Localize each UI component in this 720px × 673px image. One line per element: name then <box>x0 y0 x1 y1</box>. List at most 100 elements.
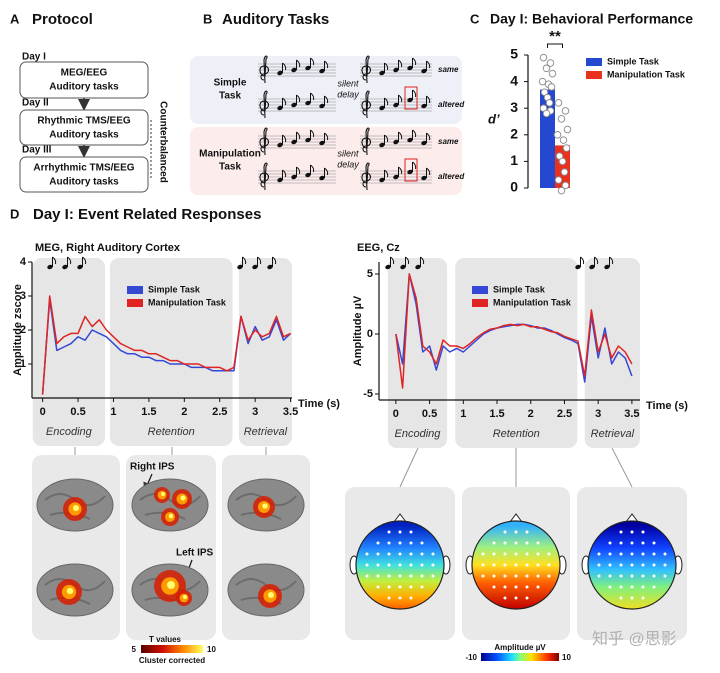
electrode <box>431 574 435 578</box>
note-flag <box>412 57 417 66</box>
epoch-label: Encoding <box>395 428 442 440</box>
note-head <box>393 139 399 145</box>
task-label: Task <box>219 162 241 173</box>
electrode <box>409 574 413 578</box>
electrode <box>525 541 529 545</box>
note-head <box>319 140 325 146</box>
electrode <box>641 541 645 545</box>
highlight-box <box>404 86 418 110</box>
x-tick-label: 3 <box>252 406 258 418</box>
topomaps: Amplitude µV -10 10 <box>345 447 687 662</box>
x-tick-label: 2 <box>181 406 187 418</box>
note-head <box>252 264 258 270</box>
electrode <box>387 574 391 578</box>
note-head <box>62 264 68 270</box>
electrode <box>597 552 601 556</box>
nose <box>509 513 523 523</box>
electrode <box>619 541 623 545</box>
day-text: Auditory tasks <box>49 130 119 141</box>
clef <box>259 127 270 156</box>
note-head <box>393 102 399 108</box>
delay-label: silent <box>337 148 359 158</box>
outcome-label: altered <box>438 100 465 109</box>
note-flag <box>310 164 315 173</box>
electrode <box>663 574 667 578</box>
note-flag <box>324 167 329 176</box>
electrode <box>641 530 645 534</box>
colorbar-note: Cluster corrected <box>139 656 205 665</box>
note-head <box>385 264 391 270</box>
colorbar-max: 10 <box>562 653 571 662</box>
x-tick-label: 0 <box>40 406 46 418</box>
watermark: 知乎 @思影 <box>592 630 677 648</box>
subject-point <box>545 99 554 107</box>
x-tick-label: 3.5 <box>283 406 298 418</box>
series-line <box>41 295 291 395</box>
subject-point <box>560 168 569 176</box>
electrode <box>398 563 402 567</box>
x-tick-label: 2.5 <box>212 406 227 418</box>
note-flag <box>310 129 315 138</box>
y-axis-label: Amplitude zscore <box>12 284 24 376</box>
x-tick-label: 1 <box>460 408 466 420</box>
electrode <box>525 563 529 567</box>
activation <box>73 505 79 511</box>
note-head <box>291 174 297 180</box>
note-head <box>305 65 311 71</box>
epoch-label: Retrieval <box>244 426 288 438</box>
note-head <box>421 175 427 181</box>
subject-point <box>557 186 566 195</box>
y-tick-label: 1 <box>510 152 518 168</box>
y-axis-label: Amplitude µV <box>352 295 364 366</box>
electrode <box>503 574 507 578</box>
electrode <box>619 563 623 567</box>
electrode <box>492 552 496 556</box>
note-flag <box>257 256 262 265</box>
electrode <box>641 585 645 589</box>
series-line <box>395 273 633 389</box>
electrode <box>431 563 435 567</box>
note-flag <box>67 256 72 265</box>
delay-label: delay <box>337 159 359 169</box>
electrode <box>536 552 540 556</box>
note-flag <box>52 256 57 265</box>
electrode <box>652 574 656 578</box>
electrode <box>630 541 634 545</box>
colorbar-max: 10 <box>207 645 216 654</box>
note-flag <box>412 89 417 98</box>
legend-swatch <box>472 286 488 294</box>
note-flag <box>296 94 301 103</box>
epoch-shade <box>238 258 292 446</box>
note-flag <box>398 94 403 103</box>
subject-point <box>558 157 567 166</box>
electrode <box>376 574 380 578</box>
nose <box>393 513 407 523</box>
day-text: Arrhythmic TMS/EEG <box>33 163 134 174</box>
electrode <box>630 574 634 578</box>
subject-point <box>539 53 548 62</box>
region-label: Right IPS <box>130 462 175 473</box>
electrode <box>409 596 413 600</box>
electrode <box>503 530 507 534</box>
note-flag <box>426 60 431 69</box>
side-label: Counterbalanced <box>157 101 168 183</box>
electrode <box>481 574 485 578</box>
electrode <box>525 574 529 578</box>
electrode <box>514 563 518 567</box>
y-tick-label: 5 <box>510 46 518 62</box>
note-head <box>291 67 297 73</box>
note-head <box>319 68 325 74</box>
outcome-label: same <box>438 137 459 146</box>
electrode <box>630 530 634 534</box>
x-tick-label: 0.5 <box>422 408 437 420</box>
x-tick-label: 1.5 <box>141 406 156 418</box>
note-head <box>407 65 413 71</box>
electrode <box>641 563 645 567</box>
electrode <box>641 596 645 600</box>
panel-a: A Protocol Day I MEG/EEG Auditory tasks … <box>10 11 168 193</box>
electrode <box>420 563 424 567</box>
electrode <box>398 574 402 578</box>
note-flag <box>282 62 287 71</box>
note-head <box>379 105 385 111</box>
activation <box>167 581 175 589</box>
